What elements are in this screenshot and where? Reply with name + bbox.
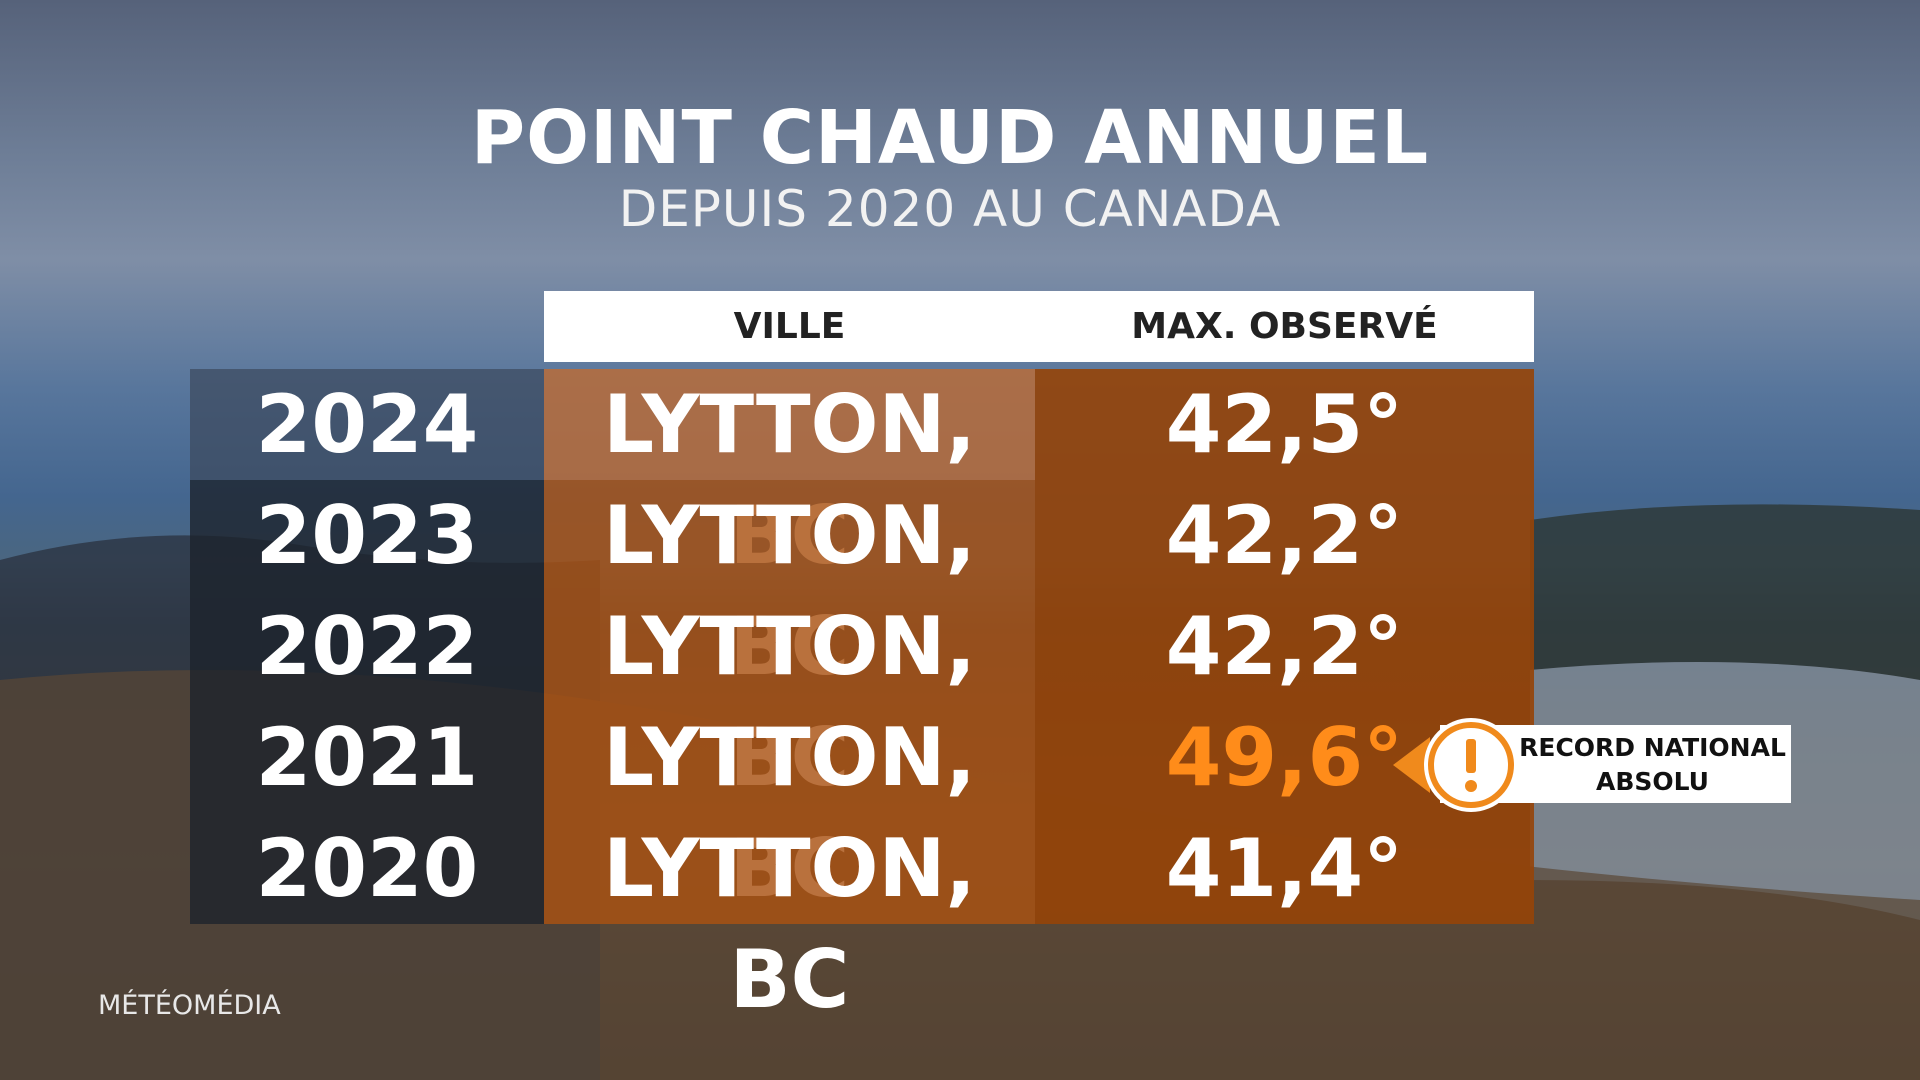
year-cell: 2024 <box>190 369 544 480</box>
column-header: MAX. OBSERVÉ <box>1131 306 1438 347</box>
logo: MÉTÉOMÉDIA <box>98 990 281 1021</box>
year-cell: 2022 <box>190 591 544 702</box>
header-bar <box>544 291 1534 362</box>
title: POINT CHAUD ANNUEL <box>470 95 1430 181</box>
max-cell: 42,2° <box>1035 480 1534 591</box>
city-cell: LYTTON, BC <box>544 702 1035 915</box>
subtitle: DEPUIS 2020 AU CANADA <box>618 180 1282 238</box>
max-cell: 42,5° <box>1035 369 1534 480</box>
max-cell: 42,2° <box>1035 591 1534 702</box>
year-cell: 2023 <box>190 480 544 591</box>
city-cell: LYTTON, BC <box>544 813 1035 1026</box>
city-cell: LYTTON, BC <box>544 591 1035 804</box>
callout-line: ABSOLU <box>1595 767 1709 796</box>
column-header: VILLE <box>733 306 846 347</box>
city-cell: LYTTON, BC <box>544 480 1035 693</box>
callout-text: RECORD NATIONAL ABSOLU <box>1510 731 1795 799</box>
callout-icon <box>1393 718 1518 812</box>
max-cell: 41,4° <box>1035 813 1534 924</box>
callout-line: RECORD NATIONAL <box>1519 733 1786 762</box>
year-cell: 2020 <box>190 813 544 924</box>
year-cell: 2021 <box>190 702 544 813</box>
city-cell: LYTTON, BC <box>544 369 1035 582</box>
